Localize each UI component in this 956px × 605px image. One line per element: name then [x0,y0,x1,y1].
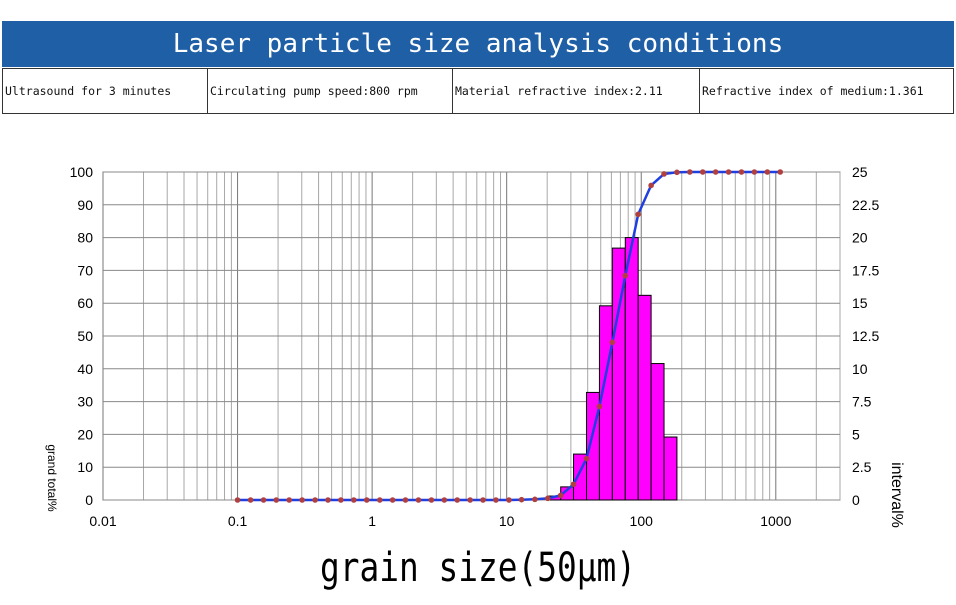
cumulative-point [712,169,719,175]
condition-material-index: Material refractive index:2.11 [453,69,700,113]
y-tick-label-left: 10 [77,459,93,475]
cumulative-point [699,169,706,175]
cumulative-point [661,171,667,177]
x-tick-label: 100 [630,513,654,529]
cumulative-point [738,169,745,175]
cumulative-point [583,455,590,462]
condition-pump-speed: Circulating pump speed:800 rpm [208,69,453,113]
cumulative-point [687,169,693,175]
cumulative-point [299,497,305,503]
y-tick-label-left: 20 [77,426,93,442]
x-tick-label: 0.01 [89,513,116,529]
cumulative-point [557,492,564,499]
histogram-bar [650,363,665,501]
cumulative-point [648,182,654,189]
cumulative-point [751,169,758,175]
cumulative-point [532,496,538,503]
cumulative-point [506,497,512,503]
cumulative-point [325,497,331,503]
particle-size-chart: 010203040506070809010002.557.51012.51517… [45,164,905,529]
y-tick-label-right: 15 [852,295,868,311]
cumulative-point [480,497,486,503]
y-tick-label-left: 70 [77,262,93,278]
y-tick-label-right: 25 [852,164,868,180]
y-tick-label-right: 0 [852,492,860,508]
cumulative-point [635,211,641,218]
cumulative-point [467,497,473,503]
cumulative-point [260,497,267,503]
y-axis-label-right: interval% [888,462,905,528]
condition-ultrasound: Ultrasound for 3 minutes [3,69,208,113]
histogram-bars [547,237,678,501]
condition-medium-index: Refractive index of medium:1.361 [702,84,924,98]
cumulative-point [363,497,370,503]
cumulative-point [247,497,254,503]
x-tick-label: 10 [499,513,515,529]
y-tick-label-right: 12.5 [852,328,879,344]
y-tick-label-left: 40 [77,361,93,377]
histogram-bar [663,436,678,501]
cumulative-curve [234,169,784,503]
y-tick-label-right: 17.5 [852,262,879,278]
cumulative-point [764,169,771,175]
grid [102,171,841,501]
y-tick-label-left: 90 [77,197,93,213]
conditions-row: Ultrasound for 3 minutes Circulating pum… [2,68,954,114]
chart-title-banner: Laser particle size analysis conditions [2,21,954,67]
cumulative-point [570,481,577,488]
cumulative-point [415,497,422,503]
y-tick-label-left: 100 [70,164,94,180]
cumulative-point [389,497,396,503]
cumulative-point [312,497,318,503]
y-tick-label-right: 2.5 [852,459,872,475]
cumulative-point [376,497,383,503]
y-tick-label-right: 7.5 [852,394,872,410]
cumulative-point [725,169,732,175]
cumulative-point [402,497,409,503]
y-tick-label-right: 22.5 [852,197,879,213]
axes: 010203040506070809010002.557.51012.51517… [70,164,880,529]
y-tick-label-left: 80 [77,230,93,246]
x-tick-label: 1000 [760,513,791,529]
cumulative-point [544,495,551,502]
cumulative-point [351,497,357,503]
histogram-bar [637,294,652,501]
cumulative-point [674,169,680,176]
cumulative-point [234,497,241,503]
cumulative-point [493,497,499,503]
y-tick-label-right: 10 [852,361,868,377]
x-tick-label: 1 [368,513,376,529]
cumulative-point [596,403,603,410]
x-axis-label: grain size(50μm) [320,545,636,591]
cumulative-point [454,497,461,503]
cumulative-point [622,272,629,279]
cumulative-point [273,497,280,503]
cumulative-point [777,169,784,175]
cumulative-point [609,339,616,346]
y-tick-label-left: 50 [77,328,93,344]
cumulative-point [441,497,448,503]
y-tick-label-left: 0 [85,492,93,508]
x-tick-label: 0.1 [228,513,248,529]
cumulative-point [428,497,435,503]
cumulative-point [286,497,293,503]
y-tick-label-right: 5 [852,426,860,442]
y-tick-label-left: 30 [77,394,93,410]
y-axis-label-left: grand total% [45,444,59,512]
cumulative-point [518,496,525,503]
y-tick-label-right: 20 [852,230,868,246]
cumulative-point [338,497,344,503]
y-tick-label-left: 60 [77,295,93,311]
